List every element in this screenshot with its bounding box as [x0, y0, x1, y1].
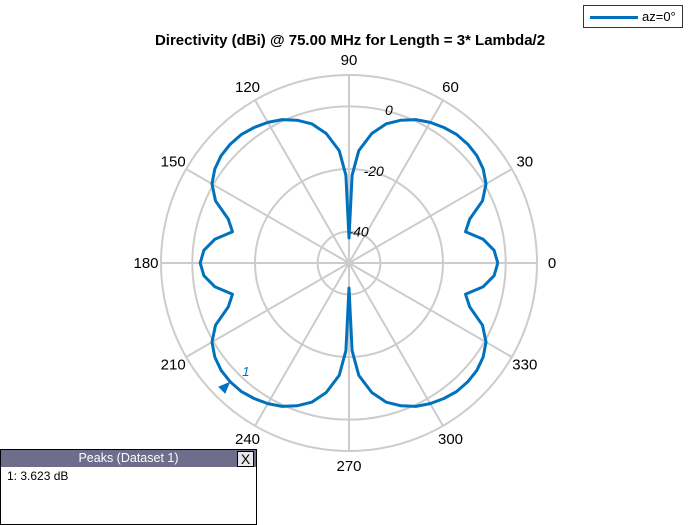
peaks-panel-title: Peaks (Dataset 1): [78, 451, 179, 465]
peak-marker-label: 1: [242, 364, 249, 379]
theta-tick-label: 180: [133, 255, 158, 272]
legend[interactable]: az=0°: [583, 5, 683, 28]
theta-tick-label: 210: [161, 357, 186, 374]
theta-tick-label: 330: [512, 357, 537, 374]
peaks-panel: Peaks (Dataset 1) X 1: 3.623 dB: [0, 449, 257, 525]
theta-tick-label: 120: [235, 79, 260, 96]
theta-tick-label: 30: [516, 154, 533, 171]
grid-spoke: [348, 262, 444, 427]
legend-label: az=0°: [642, 9, 676, 24]
grid-spoke: [185, 262, 350, 358]
r-tick-label: -40: [348, 224, 368, 240]
close-button[interactable]: X: [237, 451, 254, 467]
peak-row: 1: 3.623 dB: [7, 469, 69, 483]
peak-marker: [218, 381, 231, 394]
legend-line-swatch: [590, 16, 638, 19]
theta-tick-label: 240: [235, 431, 260, 448]
grid-spoke: [254, 99, 350, 264]
theta-tick-label: 90: [341, 52, 358, 69]
series-line: [198, 118, 500, 408]
r-tick-label: -20: [364, 163, 384, 179]
theta-tick-label: 150: [161, 154, 186, 171]
r-tick-label: 0: [385, 102, 393, 118]
grid-spoke: [254, 262, 350, 427]
chart-title: Directivity (dBi) @ 75.00 MHz for Length…: [154, 32, 546, 49]
grid-spoke: [348, 262, 513, 358]
theta-tick-label: 270: [336, 458, 361, 475]
theta-tick-label: 300: [438, 431, 463, 448]
grid-spoke: [348, 99, 444, 264]
peaks-panel-header: Peaks (Dataset 1) X: [1, 450, 256, 467]
grid-spoke: [348, 168, 513, 264]
theta-tick-label: 60: [442, 79, 459, 96]
theta-tick-label: 0: [548, 255, 556, 272]
grid-spoke: [185, 168, 350, 264]
